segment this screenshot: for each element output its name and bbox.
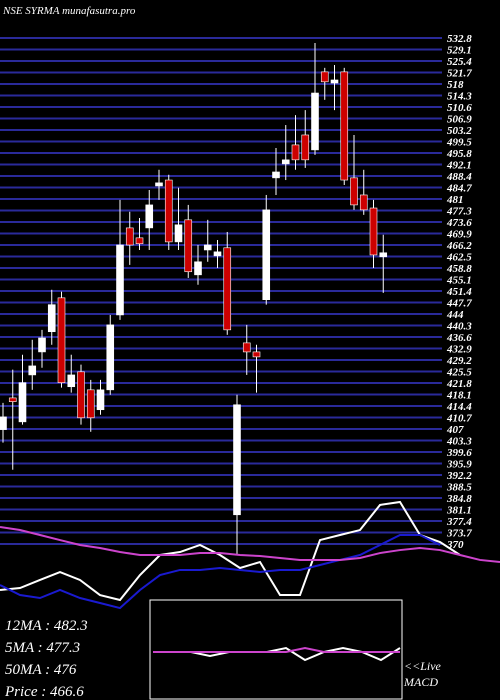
y-tick-label: 447.7 [446, 298, 472, 310]
y-tick-label: 425.5 [446, 367, 472, 379]
y-tick-label: 388.5 [446, 482, 472, 494]
y-tick-label: 492.1 [446, 160, 472, 172]
y-tick-label: 403.3 [446, 436, 472, 448]
y-tick-label: 495.8 [446, 148, 472, 160]
y-tick-label: 525.4 [447, 56, 472, 68]
y-tick-label: 392.2 [446, 470, 472, 482]
candle-body [28, 365, 37, 376]
y-tick-label: 481 [446, 194, 464, 206]
live-label: <<Live [404, 659, 442, 673]
candle-body [8, 397, 17, 402]
y-tick-label: 529.1 [447, 45, 472, 57]
candle-body [77, 371, 85, 419]
y-tick-label: 458.8 [446, 263, 472, 275]
candle-body [359, 194, 368, 211]
y-tick-label: 370 [446, 539, 464, 551]
candle-body [67, 374, 76, 388]
y-tick-label: 510.6 [447, 102, 472, 114]
candle-body [86, 389, 95, 419]
candle-body [38, 337, 46, 353]
candle-body [0, 416, 7, 430]
candle-body [340, 71, 349, 181]
y-tick-label: 455.1 [446, 275, 472, 287]
candle-body [155, 182, 163, 187]
candle-body [96, 389, 105, 411]
candle-body [57, 297, 66, 383]
y-tick-label: 407 [446, 424, 464, 436]
candle-body [174, 224, 183, 243]
y-tick-label: 518 [447, 79, 464, 91]
y-tick-label: 395.9 [446, 459, 472, 471]
y-tick-label: 440.3 [446, 321, 472, 333]
chart-title: NSE SYRMA munafasutra.pro [2, 5, 136, 17]
y-tick-label: 521.7 [447, 68, 472, 80]
ma-label: 12MA : 482.3 [5, 618, 88, 634]
y-tick-label: 462.5 [446, 252, 472, 264]
y-tick-label: 432.9 [446, 344, 472, 356]
y-tick-label: 532.8 [447, 33, 472, 45]
candle-body [194, 261, 202, 276]
candle-body [18, 382, 27, 423]
candle-body [223, 247, 232, 331]
y-tick-label: 444 [446, 309, 464, 321]
candle-body [106, 324, 115, 391]
y-tick-label: 436.6 [446, 332, 472, 344]
candle-body [116, 244, 124, 316]
y-tick-label: 484.7 [446, 183, 472, 195]
indicator-line [0, 533, 441, 610]
candle-body [330, 79, 339, 84]
candle-body [252, 351, 261, 358]
y-tick-label: 499.5 [446, 137, 472, 149]
y-tick-label: 473.6 [446, 217, 472, 229]
y-tick-label: 469.9 [446, 229, 472, 241]
candle-body [145, 204, 154, 229]
candle-body [301, 134, 310, 161]
indicator-line [0, 526, 500, 564]
candle-body [350, 177, 358, 206]
candle-body [369, 207, 378, 256]
ma-label: Price : 466.6 [4, 684, 84, 700]
ma-label: 5MA : 477.3 [5, 640, 80, 656]
candle-body [291, 144, 300, 161]
candle-body [311, 92, 319, 151]
y-tick-label: 488.4 [446, 171, 472, 183]
candle-body [213, 251, 222, 257]
candle-body [47, 304, 56, 333]
y-tick-label: 421.8 [446, 378, 472, 390]
y-tick-label: 377.4 [446, 516, 472, 528]
y-tick-label: 514.3 [447, 91, 472, 103]
candle-body [135, 237, 144, 245]
macd-title: MACD [403, 675, 438, 689]
candle-body [272, 171, 280, 179]
candle-body [125, 227, 134, 246]
y-tick-label: 477.3 [446, 206, 472, 218]
y-tick-label: 503.2 [447, 125, 472, 137]
candle-body [184, 219, 193, 273]
indicator-line [153, 646, 400, 653]
y-tick-label: 410.7 [446, 413, 472, 425]
candle-body [203, 244, 212, 251]
y-tick-label: 506.9 [447, 114, 472, 126]
candle-body [262, 209, 271, 301]
candle-body [242, 342, 251, 353]
ma-label: 50MA : 476 [5, 662, 77, 678]
y-tick-label: 381.1 [446, 505, 472, 517]
y-tick-label: 384.8 [446, 493, 472, 505]
y-tick-label: 429.2 [446, 355, 472, 367]
candle-body [379, 252, 388, 258]
candle-body [164, 179, 173, 243]
y-tick-label: 418.1 [446, 390, 472, 402]
indicator-line [0, 500, 461, 602]
y-tick-label: 399.6 [446, 447, 472, 459]
y-tick-label: 466.2 [446, 240, 472, 252]
candle-body [233, 404, 241, 516]
candle-body [320, 71, 329, 83]
y-tick-label: 451.4 [446, 286, 472, 298]
y-tick-label: 414.4 [446, 401, 472, 413]
y-tick-label: 373.7 [446, 528, 472, 540]
candle-body [281, 159, 290, 165]
